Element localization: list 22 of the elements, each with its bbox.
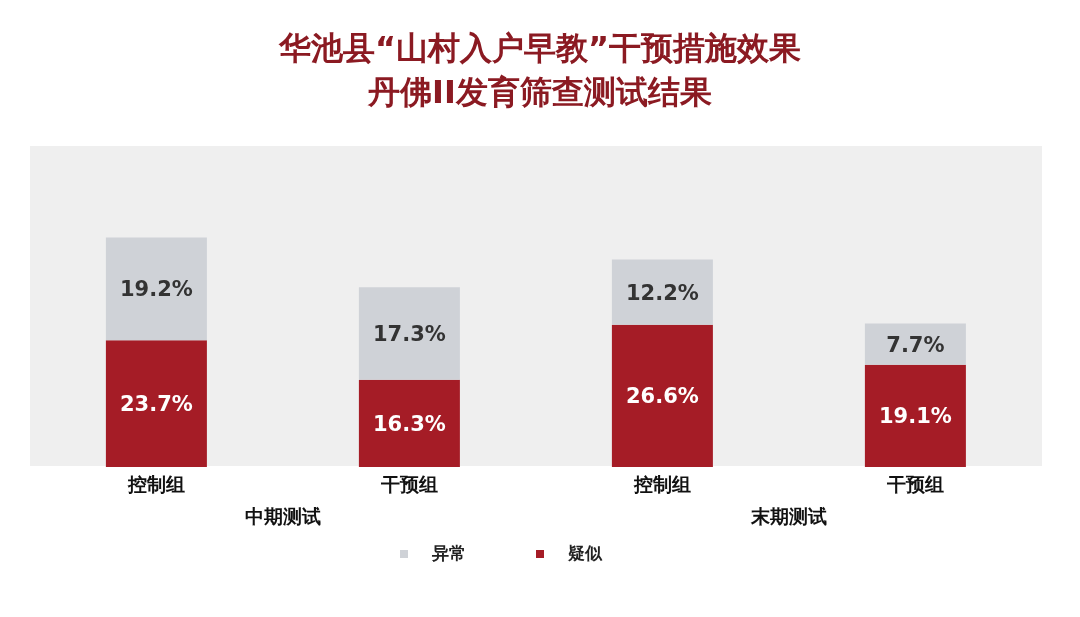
text: 中期测试 [244,504,322,529]
bar [864,323,966,365]
legend-label: 疑似 [568,543,602,563]
text: 末期测试 [750,504,828,529]
data-label: 17.3% [372,321,446,346]
bar [358,287,460,380]
data-label: 26.6% [625,384,699,409]
data-label: 19.1% [878,404,952,429]
legend-label: 异常 [432,543,466,563]
x-tick-label: 控制组 [633,473,691,495]
data-label: 19.2% [119,277,193,302]
bar [105,237,207,341]
data-label: 16.3% [372,411,446,436]
chart-subtitle: 丹佛II发育筛查测试结果 [367,72,713,113]
bar [611,259,713,325]
x-tick-label: 控制组 [127,473,185,495]
x-tick-label: 干预组 [380,473,438,495]
x-tick-label: 干预组 [886,473,944,495]
data-label: 12.2% [625,280,699,305]
data-label: 7.7% [886,332,945,357]
data-label: 23.7% [119,392,193,417]
chart-title: 华池县“山村入户早教”干预措施效果 [277,28,803,69]
